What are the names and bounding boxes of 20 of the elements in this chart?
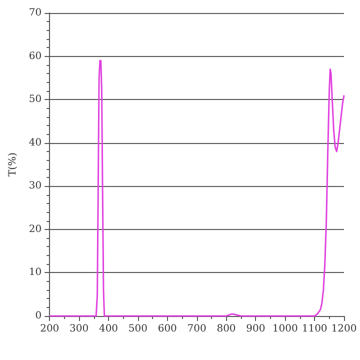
x-tick-label: 1000 bbox=[272, 324, 298, 334]
x-tick-label: 300 bbox=[70, 324, 89, 334]
y-tick-label: 10 bbox=[28, 267, 42, 278]
x-tick-label: 600 bbox=[158, 324, 177, 334]
y-tick-label: 60 bbox=[28, 50, 42, 62]
y-tick-label: 20 bbox=[28, 224, 42, 235]
x-tick-label: 1100 bbox=[302, 324, 328, 334]
x-tick-label: 700 bbox=[187, 324, 206, 334]
x-tick-label: 400 bbox=[98, 324, 118, 334]
y-tick-label: 50 bbox=[28, 94, 42, 106]
x-tick-label: 800 bbox=[216, 324, 236, 334]
y-tick-label: 30 bbox=[28, 180, 42, 192]
x-tick-label: 500 bbox=[128, 324, 148, 334]
x-tick-label: 200 bbox=[40, 324, 60, 334]
x-tick-label: 1200 bbox=[331, 324, 357, 334]
y-tick-label: 70 bbox=[28, 8, 42, 18]
y-axis-title: T(%) bbox=[8, 152, 18, 176]
x-tick-label: 900 bbox=[246, 324, 266, 334]
y-tick-label: 40 bbox=[28, 137, 42, 148]
y-tick-label: 0 bbox=[35, 310, 42, 322]
